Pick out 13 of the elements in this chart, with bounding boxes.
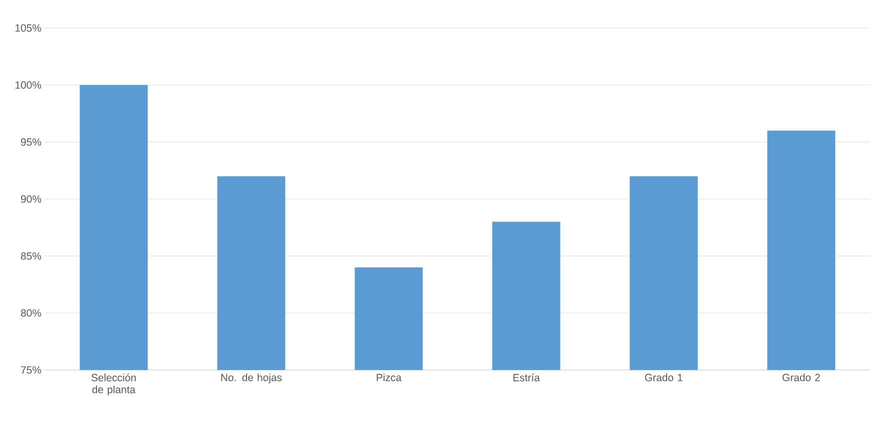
y-tick-label: 105%	[16, 24, 42, 32]
x-tick-label: Grado 1	[645, 374, 682, 382]
x-tick-label: Estría	[513, 374, 540, 382]
y-tick-label: 75%	[21, 366, 42, 374]
x-tick-label: No. de hojas	[221, 374, 282, 384]
y-tick-label: 85%	[20, 252, 42, 260]
y-tick-label: 80%	[20, 309, 42, 317]
x-tick-label: Pizca	[376, 374, 402, 382]
y-tick-label: 100%	[16, 81, 42, 89]
x-tick-label: Selección de planta	[92, 374, 136, 396]
y-tick-label: 90%	[21, 195, 42, 203]
x-tick-label: Grado 2	[782, 374, 820, 382]
y-tick-label: 95%	[21, 138, 42, 146]
